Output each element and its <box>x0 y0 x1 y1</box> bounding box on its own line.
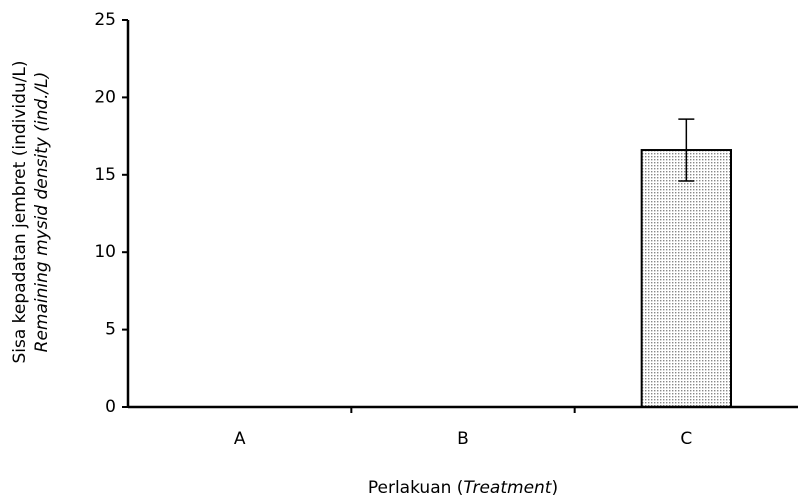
y-tick-label: 0 <box>105 397 116 417</box>
x-tick-label: B <box>457 429 469 449</box>
y-tick-label: 5 <box>105 320 116 340</box>
x-tick-label: A <box>234 429 246 449</box>
y-tick-label: 20 <box>94 87 116 107</box>
y-tick-label: 10 <box>94 242 116 262</box>
x-axis-label-part: Perlakuan ( <box>368 478 464 498</box>
x-axis-label-part: ) <box>551 478 558 498</box>
y-tick-label: 25 <box>94 10 116 30</box>
y-tick-label: 15 <box>94 165 116 185</box>
x-axis-label-part: Treatment <box>463 478 552 498</box>
y-axis-label: Sisa kepadatan jembret (individu/L) <box>10 60 30 363</box>
x-tick-label: C <box>680 429 692 449</box>
x-axis-label: Perlakuan (Treatment) <box>368 478 558 498</box>
y-axis-label: Remaining mysid density (ind./L) <box>32 72 52 353</box>
bar <box>640 149 733 408</box>
